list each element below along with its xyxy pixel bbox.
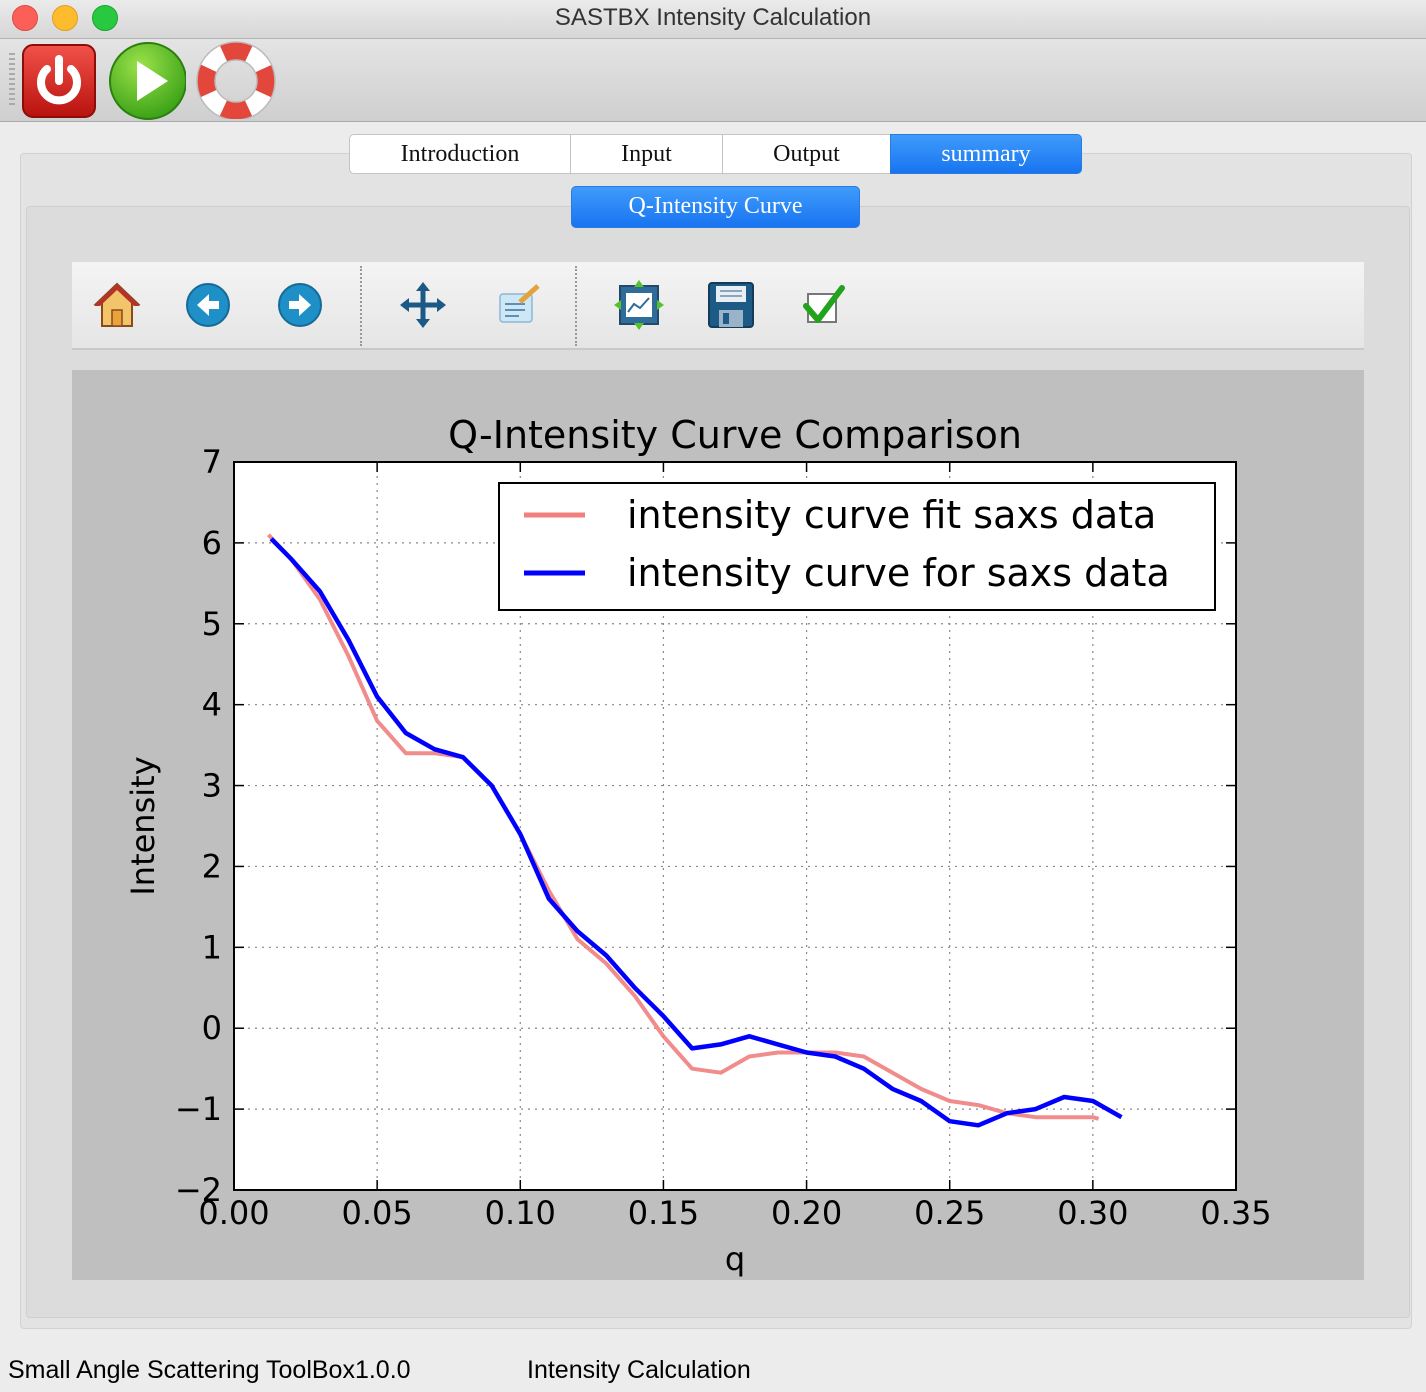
tab-input[interactable]: Input — [570, 134, 722, 174]
toolbar-separator — [575, 266, 577, 346]
status-module-name: Intensity Calculation — [527, 1356, 751, 1384]
title-bar: SASTBX Intensity Calculation — [0, 0, 1426, 39]
forward-arrow-icon — [278, 283, 322, 327]
window-title: SASTBX Intensity Calculation — [554, 4, 872, 31]
save-button[interactable] — [706, 280, 756, 330]
tab-q-intensity-curve[interactable]: Q-Intensity Curve — [571, 186, 860, 228]
edit-parameters-button[interactable] — [492, 280, 542, 330]
tab-summary[interactable]: summary — [890, 134, 1082, 174]
main-toolbar — [0, 39, 1426, 122]
x-tick-label: 0.00 — [198, 1194, 269, 1232]
lifebuoy-icon — [196, 41, 276, 121]
y-tick-label: 3 — [202, 767, 222, 805]
y-axis-label: Intensity — [124, 756, 162, 895]
status-app-name: Small Angle Scattering ToolBox1.0.0 — [8, 1356, 411, 1384]
save-disk-icon — [708, 282, 754, 328]
apply-button[interactable] — [798, 280, 848, 330]
legend: intensity curve fit saxs data intensity … — [498, 482, 1216, 611]
run-button[interactable] — [106, 41, 187, 120]
x-tick-label: 0.10 — [485, 1194, 556, 1232]
y-tick-label: 6 — [202, 524, 222, 562]
toolbar-separator — [360, 266, 362, 346]
y-tick-label: 1 — [202, 928, 222, 966]
series-lines — [266, 533, 1123, 1128]
legend-box — [498, 482, 1216, 611]
edit-parameters-icon — [499, 284, 540, 323]
x-tick-label: 0.05 — [342, 1194, 413, 1232]
back-button[interactable] — [183, 280, 233, 330]
fit-curve-line — [266, 533, 1100, 1121]
power-icon — [22, 44, 96, 118]
legend-label-fit: intensity curve fit saxs data — [627, 493, 1156, 537]
tab-introduction[interactable]: Introduction — [349, 134, 570, 174]
help-button[interactable] — [196, 41, 276, 121]
configure-subplots-button[interactable] — [614, 280, 664, 330]
y-tick-label: 0 — [202, 1009, 222, 1047]
home-button[interactable] — [92, 280, 142, 330]
main-tabs: Introduction Input Output summary — [349, 134, 1082, 174]
zoom-window-button[interactable] — [92, 5, 118, 31]
back-arrow-icon — [186, 283, 230, 327]
x-tick-label: 0.35 — [1200, 1194, 1271, 1232]
tab-output[interactable]: Output — [722, 134, 890, 174]
y-tick-label: −2 — [175, 1171, 222, 1209]
q-intensity-chart: 0.00 0.05 0.10 0.15 0.20 0.25 0.30 0.35 −2 −1 0 1 2 3… — [124, 413, 1272, 1278]
y-tick-label: 2 — [202, 847, 222, 885]
checkmark-icon — [803, 285, 845, 323]
chart-title: Q-Intensity Curve Comparison — [448, 413, 1022, 457]
ticks: 0.00 0.05 0.10 0.15 0.20 0.25 0.30 0.35 −2 −1 0 1 2 3… — [175, 443, 1272, 1232]
legend-label-data: intensity curve for saxs data — [627, 551, 1170, 595]
close-window-button[interactable] — [12, 5, 38, 31]
y-tick-label: 4 — [202, 686, 222, 724]
forward-button[interactable] — [275, 280, 325, 330]
y-tick-label: −1 — [175, 1090, 222, 1128]
toolbar-grip[interactable] — [9, 53, 15, 107]
minimize-window-button[interactable] — [52, 5, 78, 31]
x-tick-label: 0.20 — [771, 1194, 842, 1232]
home-icon — [93, 282, 141, 327]
x-tick-label: 0.30 — [1057, 1194, 1128, 1232]
x-tick-label: 0.25 — [914, 1194, 985, 1232]
plot-toolbar — [72, 262, 1364, 350]
pan-move-icon — [400, 282, 446, 328]
configure-subplots-icon — [614, 280, 664, 330]
pan-button[interactable] — [398, 280, 448, 330]
saxs-data-line — [269, 537, 1123, 1128]
y-tick-label: 7 — [202, 443, 222, 481]
power-button[interactable] — [20, 41, 100, 119]
play-icon — [109, 42, 187, 120]
x-tick-label: 0.15 — [628, 1194, 699, 1232]
x-axis-label: q — [725, 1240, 745, 1278]
y-tick-label: 5 — [202, 605, 222, 643]
